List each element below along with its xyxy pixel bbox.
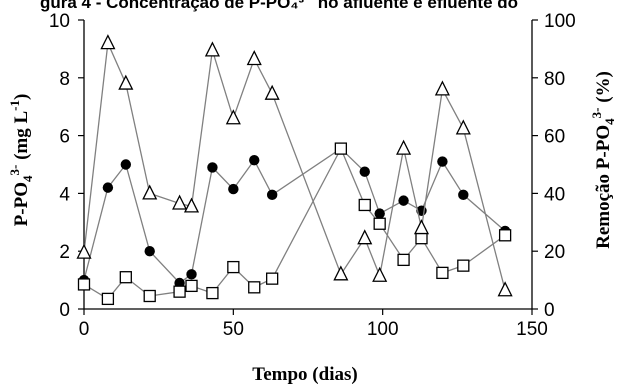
y-left-tick-label: 6 bbox=[59, 127, 70, 148]
x-axis-title: Tempo (dias) bbox=[252, 364, 357, 384]
data-point-square bbox=[77, 278, 91, 291]
data-point-circle bbox=[207, 162, 218, 173]
data-point-circle bbox=[249, 154, 260, 166]
x-tick-label: 150 bbox=[516, 319, 548, 340]
data-point-triangle bbox=[372, 266, 388, 282]
data-point-circle bbox=[398, 195, 409, 206]
y-right-tick-label: 60 bbox=[544, 127, 565, 148]
y-right-tick-label: 40 bbox=[544, 184, 565, 205]
data-point-square bbox=[227, 260, 240, 274]
y-right-axis-title: Remoção P-PO43- (%) bbox=[589, 71, 617, 249]
data-point-square bbox=[143, 289, 156, 303]
series-line bbox=[83, 147, 506, 284]
series-open-square bbox=[77, 142, 512, 306]
data-point-circle bbox=[458, 189, 469, 201]
data-point-triangle bbox=[497, 281, 513, 297]
data-point-square bbox=[334, 142, 348, 155]
data-point-circle bbox=[102, 182, 114, 193]
data-point-triangle bbox=[204, 41, 220, 57]
data-point-triangle bbox=[264, 84, 280, 100]
data-point-circle bbox=[374, 208, 385, 219]
data-point-triangle bbox=[455, 119, 471, 135]
axes bbox=[83, 20, 533, 310]
y-left-tick-label: 10 bbox=[49, 11, 70, 32]
data-point-triangle bbox=[76, 243, 92, 259]
data-point-square bbox=[397, 253, 410, 267]
data-point-square bbox=[185, 279, 198, 293]
data-point-circle bbox=[144, 246, 155, 257]
data-point-triangle bbox=[225, 109, 241, 125]
data-point-triangle bbox=[333, 265, 349, 281]
data-point-triangle bbox=[100, 34, 116, 50]
data-point-square bbox=[101, 292, 115, 306]
data-point-square bbox=[358, 198, 371, 212]
y-left-tick-label: 0 bbox=[59, 300, 70, 321]
y-right-tick-label: 0 bbox=[544, 300, 555, 321]
data-point-square bbox=[415, 232, 428, 245]
data-point-circle bbox=[266, 189, 278, 201]
series-layer bbox=[76, 34, 513, 306]
y-left-tick-label: 4 bbox=[59, 184, 70, 205]
data-point-triangle bbox=[183, 197, 200, 213]
data-point-square bbox=[206, 286, 219, 300]
data-point-triangle bbox=[118, 74, 134, 90]
data-point-square bbox=[436, 266, 449, 280]
data-point-square bbox=[119, 271, 132, 284]
y-right-tick-label: 80 bbox=[544, 69, 565, 90]
data-point-square bbox=[498, 229, 512, 242]
data-point-triangle bbox=[434, 80, 450, 96]
data-point-square bbox=[173, 285, 186, 298]
data-point-triangle bbox=[246, 50, 262, 66]
y-left-axis-title: P-PO43- (mg L-1) bbox=[7, 94, 35, 227]
x-tick-label: 50 bbox=[223, 319, 244, 340]
data-point-triangle bbox=[396, 139, 412, 155]
y-right-tick-label: 20 bbox=[544, 242, 565, 263]
x-tick-label: 100 bbox=[367, 319, 399, 340]
data-point-square bbox=[266, 272, 279, 285]
data-point-circle bbox=[228, 183, 239, 195]
data-point-square bbox=[373, 217, 386, 230]
data-point-triangle bbox=[413, 219, 430, 235]
y-right-tick-label: 100 bbox=[544, 11, 576, 32]
series-line bbox=[83, 40, 506, 291]
data-point-triangle bbox=[357, 229, 373, 245]
x-tick-label: 0 bbox=[79, 319, 90, 340]
series-open-triangle bbox=[76, 34, 513, 297]
data-point-triangle bbox=[142, 184, 158, 200]
y-left-tick-label: 8 bbox=[59, 69, 70, 90]
chart-title: gura 4 - Concentração de P-PO₄³⁻ no aflu… bbox=[40, 0, 518, 12]
data-point-square bbox=[248, 281, 261, 294]
data-point-circle bbox=[359, 166, 370, 177]
data-point-square bbox=[457, 259, 470, 272]
data-point-circle bbox=[120, 159, 132, 170]
data-point-circle bbox=[437, 156, 448, 167]
data-point-circle bbox=[186, 269, 197, 280]
y-left-tick-label: 2 bbox=[59, 242, 70, 263]
data-point-triangle bbox=[172, 194, 188, 210]
